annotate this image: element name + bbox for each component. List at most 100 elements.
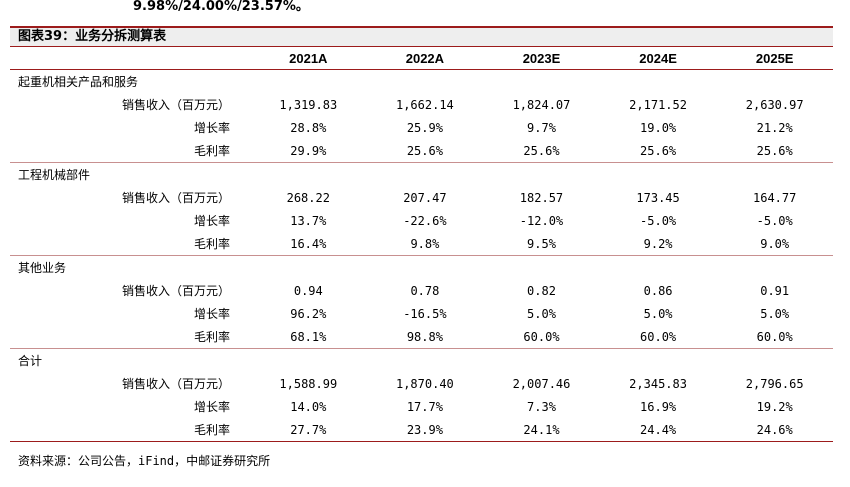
metric-value: 16.4% xyxy=(290,236,327,251)
metric-value: 27.7% xyxy=(250,418,367,442)
metric-value: -16.5% xyxy=(403,306,447,321)
header-row: 2021A 2022A 2023E 2024E 2025E xyxy=(10,47,833,70)
metric-label: 毛利率 xyxy=(193,144,230,158)
metric-value: 1,662.14 xyxy=(395,97,454,112)
metric-value: 164.77 xyxy=(753,190,797,205)
metric-value: 1,870.40 xyxy=(395,376,454,391)
metric-value: 21.2% xyxy=(756,120,793,135)
metric-row: 销售收入（百万元） 268.22 207.47 182.57 173.45 164.77 xyxy=(10,186,833,209)
metric-value: 1,319.83 xyxy=(279,97,338,112)
metric-value: 25.9% xyxy=(406,120,443,135)
metric-row: 销售收入（百万元） 1,588.99 1,870.40 2,007.46 2,345.8… xyxy=(10,372,833,395)
metric-label: 毛利率 xyxy=(193,330,230,344)
metric-value: 25.6% xyxy=(523,143,560,158)
metric-value: 268.22 xyxy=(286,190,330,205)
metric-value: 16.9% xyxy=(640,399,677,414)
year-header: 2021A xyxy=(289,50,328,66)
metric-row: 销售收入（百万元） 1,319.83 1,662.14 1,824.07 2,171.5… xyxy=(10,93,833,116)
metric-label: 销售收入（百万元） xyxy=(121,191,230,205)
metric-value: 60.0% xyxy=(756,329,793,344)
metric-row: 毛利率 27.7% 23.9% 24.1% 24.4% 24.6% xyxy=(10,418,833,442)
metric-value: 24.1% xyxy=(483,418,600,442)
year-header: 2022A xyxy=(405,50,445,66)
metric-row: 销售收入（百万元） 0.94 0.78 0.82 0.86 0.91 xyxy=(10,279,833,302)
metric-value: -22.6% xyxy=(403,213,447,228)
metric-value: 5.0% xyxy=(760,306,790,321)
group-name: 起重机相关产品和服务 xyxy=(18,75,139,89)
year-header: 2023E xyxy=(522,50,561,66)
metric-value: 2,796.65 xyxy=(745,376,804,391)
group-row: 其他业务 xyxy=(10,255,833,279)
metric-value: 19.2% xyxy=(756,399,793,414)
metric-row: 毛利率 68.1% 98.8% 60.0% 60.0% 60.0% xyxy=(10,325,833,349)
metric-value: 0.91 xyxy=(760,283,790,298)
metric-value: 60.0% xyxy=(640,329,677,344)
metric-row: 毛利率 29.9% 25.6% 25.6% 25.6% 25.6% xyxy=(10,139,833,163)
metric-label: 增长率 xyxy=(193,121,230,135)
metric-value: 9.8% xyxy=(410,236,440,251)
metric-value: 1,588.99 xyxy=(279,376,338,391)
metric-value: 96.2% xyxy=(290,306,327,321)
metric-value: 0.94 xyxy=(293,283,323,298)
metric-value: -5.0% xyxy=(640,213,677,228)
metric-row: 增长率 14.0% 17.7% 7.3% 16.9% 19.2% xyxy=(10,395,833,418)
metric-row: 增长率 96.2% -16.5% 5.0% 5.0% 5.0% xyxy=(10,302,833,325)
intro-text-tail: 9.98%/24.00%/23.57%。 xyxy=(133,0,309,14)
metric-value: 9.2% xyxy=(643,236,673,251)
metric-value: 2,007.46 xyxy=(512,376,571,391)
metric-value: 207.47 xyxy=(403,190,447,205)
metric-value: 0.86 xyxy=(643,283,673,298)
group-name: 合计 xyxy=(10,348,833,372)
metric-value: 23.9% xyxy=(366,418,484,442)
metric-value: 5.0% xyxy=(527,306,556,321)
metric-value: 173.45 xyxy=(636,190,680,205)
metric-row: 增长率 13.7% -22.6% -12.0% -5.0% -5.0% xyxy=(10,209,833,232)
metric-value: 0.78 xyxy=(410,283,440,298)
metric-label: 增长率 xyxy=(193,400,230,414)
year-header: 2024E xyxy=(639,50,677,66)
metric-value: 2,345.83 xyxy=(629,376,687,391)
metric-value: 0.82 xyxy=(527,283,556,298)
metric-value: 9.5% xyxy=(527,236,556,251)
metric-value: 7.3% xyxy=(527,399,556,414)
group-row: 合计 xyxy=(10,348,833,372)
metric-value: 17.7% xyxy=(406,399,443,414)
metric-value: 14.0% xyxy=(290,399,327,414)
metric-value: 60.0% xyxy=(523,329,560,344)
metric-label: 销售收入（百万元） xyxy=(121,377,230,391)
metric-label: 销售收入（百万元） xyxy=(121,98,230,112)
metric-value: 25.6% xyxy=(406,143,443,158)
metric-row: 毛利率 16.4% 9.8% 9.5% 9.2% 9.0% xyxy=(10,232,833,256)
metric-value: 25.6% xyxy=(640,143,677,158)
metric-label: 增长率 xyxy=(193,307,230,321)
metric-value: 19.0% xyxy=(640,120,677,135)
metric-value: 1,824.07 xyxy=(512,97,571,112)
metric-value: 29.9% xyxy=(290,143,327,158)
metric-value: 28.8% xyxy=(290,120,327,135)
metric-label: 增长率 xyxy=(193,214,230,228)
metric-value: 9.0% xyxy=(760,236,790,251)
source-note: 资料来源：公司公告，iFind，中邮证券研究所 xyxy=(18,454,271,468)
header-blank xyxy=(10,47,250,70)
metric-label: 销售收入（百万元） xyxy=(121,284,230,298)
table-title: 图表39：业务分拆测算表 xyxy=(10,26,833,47)
metric-value: 2,171.52 xyxy=(629,97,687,112)
metric-row: 增长率 28.8% 25.9% 9.7% 19.0% 21.2% xyxy=(10,116,833,139)
metric-value: 9.7% xyxy=(527,120,556,135)
metric-value: -5.0% xyxy=(756,213,793,228)
metric-value: -12.0% xyxy=(519,213,564,228)
metric-label: 毛利率 xyxy=(10,418,250,442)
metric-value: 24.4% xyxy=(599,418,717,442)
group-row: 工程机械部件 xyxy=(10,162,833,186)
metric-label: 毛利率 xyxy=(193,237,230,251)
year-header: 2025E xyxy=(755,50,794,66)
group-row: 起重机相关产品和服务 xyxy=(10,70,833,94)
metric-value: 68.1% xyxy=(290,329,327,344)
metric-value: 182.57 xyxy=(519,190,564,205)
group-name: 其他业务 xyxy=(10,255,833,279)
metric-value: 13.7% xyxy=(290,213,327,228)
metric-value: 5.0% xyxy=(643,306,673,321)
group-name: 工程机械部件 xyxy=(10,162,833,186)
metric-value: 24.6% xyxy=(716,418,833,442)
metric-value: 25.6% xyxy=(756,143,793,158)
